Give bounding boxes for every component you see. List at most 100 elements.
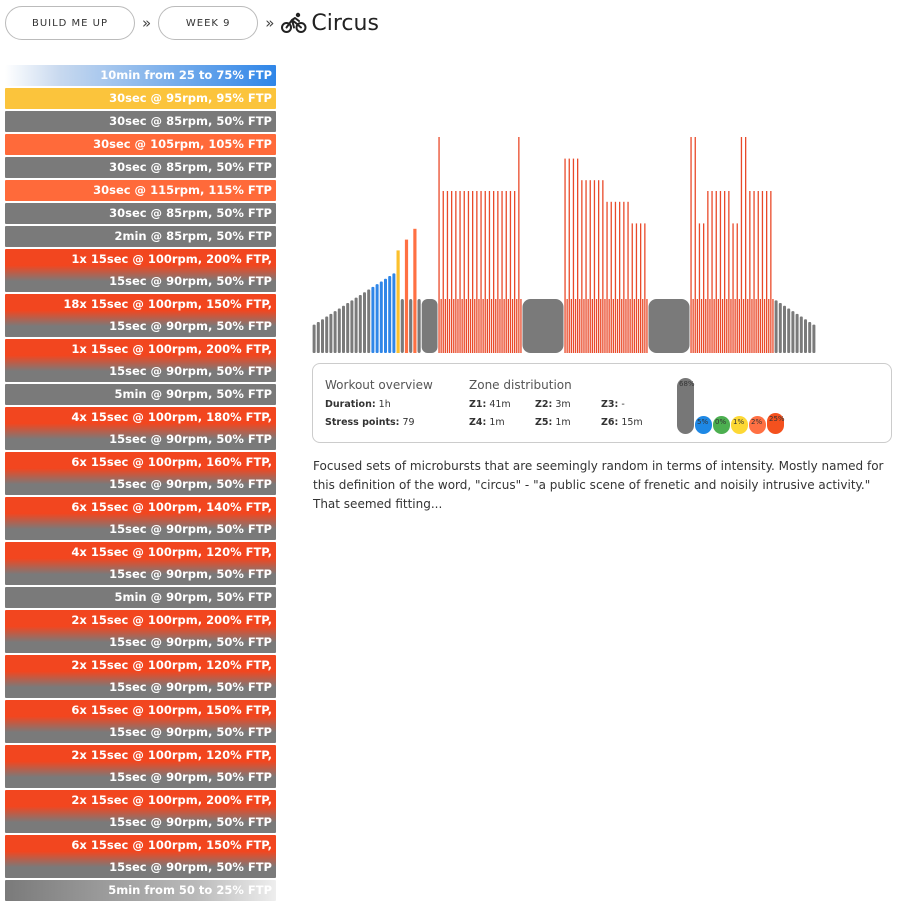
interval-step-label: 15sec @ 90rpm, 50% FTP: [109, 770, 272, 784]
chart-interval-bar: [467, 191, 470, 353]
chart-interval-bar: [740, 137, 743, 353]
interval-step[interactable]: 2x 15sec @ 100rpm, 120% FTP, 15sec @ 90rp…: [5, 745, 276, 788]
zone-distribution-pills: 68% 5% 0% 1% 2% 25%: [677, 378, 797, 434]
interval-step[interactable]: 1x 15sec @ 100rpm, 200% FTP, 15sec @ 90rp…: [5, 249, 276, 292]
interval-step[interactable]: 30sec @ 115rpm, 115% FTP: [5, 180, 276, 201]
zone-pill: 1%: [731, 416, 748, 434]
chart-interval-bar: [610, 201, 612, 353]
zone-row: Z3: -: [601, 399, 625, 410]
interval-step[interactable]: 30sec @ 85rpm, 50% FTP: [5, 157, 276, 178]
interval-step[interactable]: 1x 15sec @ 100rpm, 200% FTP, 15sec @ 90rp…: [5, 339, 276, 382]
interval-step-label: 6x 15sec @ 100rpm, 140% FTP,: [71, 500, 272, 514]
interval-step[interactable]: 30sec @ 85rpm, 50% FTP: [5, 203, 276, 224]
zone-value: 1m: [555, 417, 571, 428]
chart-interval-bar: [400, 299, 404, 353]
interval-step[interactable]: 6x 15sec @ 100rpm, 160% FTP, 15sec @ 90rp…: [5, 452, 276, 495]
chart-interval-bar: [516, 299, 518, 353]
chart-interval-bar: [612, 299, 614, 353]
zone-label: Z4:: [469, 417, 487, 428]
chart-interval-bar: [520, 299, 522, 353]
chart-interval-bar: [469, 299, 472, 353]
chart-interval-bar: [495, 299, 497, 353]
interval-step[interactable]: 2x 15sec @ 100rpm, 120% FTP, 15sec @ 90rp…: [5, 655, 276, 698]
interval-step[interactable]: 10min from 25 to 75% FTP: [5, 65, 276, 86]
interval-step[interactable]: 6x 15sec @ 100rpm, 150% FTP, 15sec @ 90rp…: [5, 835, 276, 878]
chart-interval-bar: [511, 299, 514, 353]
chart-interval-bar: [474, 299, 476, 353]
interval-step-label: 15sec @ 90rpm, 50% FTP: [109, 860, 272, 874]
chart-interval-bar: [384, 278, 387, 353]
chart-interval-bar: [595, 299, 598, 353]
chart-interval-bar: [346, 303, 350, 353]
interval-step-label: 30sec @ 85rpm, 50% FTP: [109, 206, 272, 220]
chart-interval-bar: [518, 137, 520, 353]
chart-interval-bar: [726, 299, 728, 353]
interval-step[interactable]: 30sec @ 95rpm, 95% FTP: [5, 88, 276, 109]
interval-step-label: 30sec @ 115rpm, 115% FTP: [93, 183, 272, 197]
zone-pill: 2%: [749, 416, 766, 434]
interval-step[interactable]: 6x 15sec @ 100rpm, 150% FTP, 15sec @ 90rp…: [5, 700, 276, 743]
chart-interval-bar: [690, 137, 692, 353]
chart-interval-bar: [367, 289, 371, 353]
zone-value: 15m: [621, 417, 643, 428]
workout-profile-chart: [312, 137, 816, 353]
chart-interval-bar: [751, 299, 753, 353]
chart-interval-bar: [732, 223, 734, 353]
breadcrumb-plan-button[interactable]: BUILD ME UP: [5, 6, 135, 40]
chart-interval-bar: [444, 299, 446, 353]
interval-step[interactable]: 5min @ 90rpm, 50% FTP: [5, 384, 276, 405]
chart-interval-bar: [795, 313, 799, 353]
chart-interval-bar: [763, 299, 766, 353]
chart-interval-bar: [379, 281, 383, 353]
interval-step[interactable]: 5min @ 90rpm, 50% FTP: [5, 587, 276, 608]
chart-interval-bar: [713, 299, 715, 353]
overview-heading: Workout overview: [325, 378, 433, 392]
chart-interval-bar: [570, 299, 572, 353]
chart-interval-bar: [619, 201, 621, 353]
interval-step[interactable]: 30sec @ 105rpm, 105% FTP: [5, 134, 276, 155]
zone-row: Z5: 1m: [535, 417, 571, 428]
interval-step-label: 1x 15sec @ 100rpm, 200% FTP,: [71, 342, 272, 356]
chart-interval-bar: [417, 299, 421, 353]
chart-interval-bar: [312, 324, 316, 353]
chart-interval-bar: [757, 191, 759, 353]
chart-interval-bar: [579, 299, 581, 353]
chart-interval-bar: [388, 276, 392, 353]
chart-interval-bar: [488, 191, 491, 353]
breadcrumb-week-button[interactable]: WEEK 9: [158, 6, 259, 40]
zone-distribution-heading: Zone distribution: [469, 378, 572, 392]
chart-interval-bar: [354, 297, 358, 353]
interval-step-label: 15sec @ 90rpm, 50% FTP: [109, 635, 272, 649]
chart-interval-bar: [631, 223, 633, 353]
chart-interval-bar: [602, 180, 604, 353]
duration-row: Duration: 1h: [325, 399, 391, 410]
interval-step-label: 18x 15sec @ 100rpm, 150% FTP,: [63, 297, 272, 311]
interval-step-label: 15sec @ 90rpm, 50% FTP: [109, 725, 272, 739]
workout-description: Focused sets of microbursts that are see…: [313, 459, 884, 511]
breadcrumb-separator: »: [265, 14, 275, 32]
chart-interval-bar: [812, 324, 816, 353]
zone-pill-label: 2%: [751, 418, 763, 426]
chart-interval-bar: [755, 299, 757, 353]
interval-step-label: 30sec @ 85rpm, 50% FTP: [109, 160, 272, 174]
page-title: Circus: [311, 10, 379, 36]
interval-step[interactable]: 2x 15sec @ 100rpm, 200% FTP, 15sec @ 90rp…: [5, 610, 276, 653]
chart-interval-bar: [606, 201, 608, 353]
interval-step[interactable]: 6x 15sec @ 100rpm, 140% FTP, 15sec @ 90rp…: [5, 497, 276, 540]
zone-pill-label: 5%: [697, 418, 709, 426]
chart-interval-bar: [480, 191, 482, 353]
interval-step[interactable]: 30sec @ 85rpm, 50% FTP: [5, 111, 276, 132]
interval-step[interactable]: 4x 15sec @ 100rpm, 180% FTP, 15sec @ 90rp…: [5, 407, 276, 450]
interval-step[interactable]: 5min from 50 to 25% FTP: [5, 880, 276, 901]
chart-interval-bar: [465, 299, 467, 353]
interval-step[interactable]: 2min @ 85rpm, 50% FTP: [5, 226, 276, 247]
interval-step-label: 6x 15sec @ 100rpm, 150% FTP,: [71, 838, 272, 852]
zone-pill-label: 68%: [679, 380, 695, 388]
chart-interval-bar: [759, 299, 761, 353]
chart-interval-bar: [371, 286, 375, 353]
interval-step[interactable]: 4x 15sec @ 100rpm, 120% FTP, 15sec @ 90rp…: [5, 542, 276, 585]
interval-step[interactable]: 18x 15sec @ 100rpm, 150% FTP, 15sec @ 90r…: [5, 294, 276, 337]
interval-step[interactable]: 2x 15sec @ 100rpm, 200% FTP, 15sec @ 90rp…: [5, 790, 276, 833]
chart-interval-bar: [742, 299, 745, 353]
chart-interval-bar: [721, 299, 724, 353]
